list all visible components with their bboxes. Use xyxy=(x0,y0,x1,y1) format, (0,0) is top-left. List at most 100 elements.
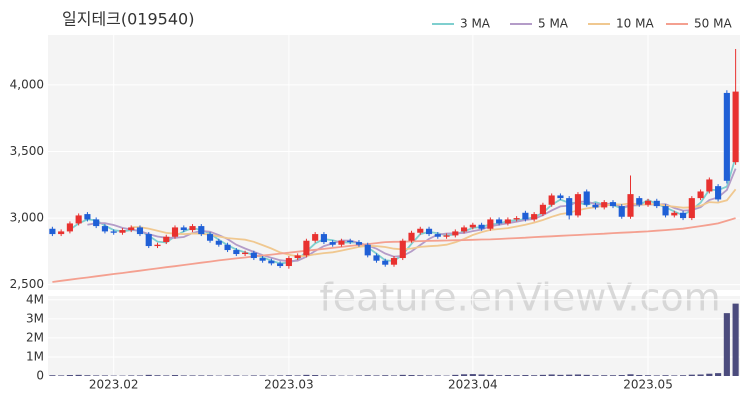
candle-body xyxy=(584,191,590,204)
volume-bar xyxy=(584,375,590,376)
candle-body xyxy=(198,226,204,234)
candle-body xyxy=(487,219,493,228)
price-panel xyxy=(48,35,740,290)
candle-body xyxy=(470,225,476,228)
volume-bar xyxy=(487,375,493,376)
candle-body xyxy=(137,227,143,234)
candle-body xyxy=(128,227,134,230)
volume-bar xyxy=(540,375,546,376)
x-tick-label: 2023.04 xyxy=(448,378,498,392)
volume-bar xyxy=(461,374,467,376)
volume-bar xyxy=(356,375,362,376)
candle-body xyxy=(610,202,616,206)
volume-bar xyxy=(557,375,563,376)
candle-body xyxy=(479,225,485,229)
volume-tick-label: 1M xyxy=(26,349,44,363)
volume-bar xyxy=(505,375,511,376)
volume-bar xyxy=(400,375,406,376)
volume-tick-label: 2M xyxy=(26,330,44,344)
volume-bar xyxy=(733,304,739,376)
volume-bar xyxy=(496,375,502,376)
candle-body xyxy=(260,258,266,261)
candle-body xyxy=(627,194,633,217)
volume-bar xyxy=(102,375,108,376)
volume-bar xyxy=(715,373,721,376)
volume-bar xyxy=(277,375,283,376)
candle-body xyxy=(698,191,704,198)
candle-body xyxy=(58,231,64,234)
legend-label: 50 MA xyxy=(694,17,732,31)
candle-body xyxy=(671,213,677,216)
candle-body xyxy=(549,195,555,204)
candle-body xyxy=(443,235,449,236)
volume-bar xyxy=(575,374,581,376)
candle-body xyxy=(391,258,397,265)
candle-body xyxy=(146,234,152,246)
candle-body xyxy=(242,253,248,254)
volume-bar xyxy=(417,375,423,376)
candle-body xyxy=(93,219,99,226)
candle-body xyxy=(417,229,423,233)
candle-body xyxy=(575,194,581,215)
volume-bar xyxy=(671,375,677,376)
x-tick-label: 2023.02 xyxy=(89,378,139,392)
volume-bar xyxy=(619,375,625,376)
candle-body xyxy=(277,263,283,266)
legend-label: 3 MA xyxy=(460,17,491,31)
candle-body xyxy=(286,258,292,266)
volume-bar xyxy=(654,375,660,376)
candle-body xyxy=(347,241,353,242)
candle-body xyxy=(356,242,362,245)
volume-bar xyxy=(391,375,397,376)
candle-body xyxy=(84,214,90,219)
volume-bar xyxy=(76,375,82,376)
candle-body xyxy=(207,234,213,241)
candle-body xyxy=(330,242,336,245)
candle-body xyxy=(321,234,327,242)
volume-tick-label: 0 xyxy=(36,369,44,383)
volume-bar xyxy=(549,374,555,376)
volume-bar xyxy=(207,375,213,376)
candle-body xyxy=(566,198,572,215)
candle-body xyxy=(338,241,344,245)
volume-tick-label: 4M xyxy=(26,292,44,306)
volume-bar xyxy=(514,375,520,376)
candle-body xyxy=(312,234,318,241)
volume-bar xyxy=(680,375,686,376)
x-tick-label: 2023.05 xyxy=(623,378,673,392)
candle-body xyxy=(295,255,301,258)
volume-bar xyxy=(435,375,441,376)
volume-bar xyxy=(181,375,187,376)
volume-bar xyxy=(295,375,301,376)
y-tick-label: 3,500 xyxy=(10,144,44,158)
volume-bar xyxy=(93,375,99,376)
candle-body xyxy=(365,245,371,256)
candle-body xyxy=(452,231,458,235)
candle-body xyxy=(733,92,739,163)
volume-tick-label: 3M xyxy=(26,311,44,325)
candle-body xyxy=(163,237,169,242)
volume-bar xyxy=(260,375,266,376)
candle-body xyxy=(373,255,379,260)
y-tick-label: 2,500 xyxy=(10,277,44,291)
x-tick-label: 2023.03 xyxy=(264,378,314,392)
candle-body xyxy=(461,227,467,231)
volume-bar xyxy=(49,375,55,376)
candle-body xyxy=(216,241,222,245)
volume-bar xyxy=(225,375,231,376)
candle-body xyxy=(689,198,695,218)
volume-bar xyxy=(189,375,195,376)
candle-body xyxy=(189,226,195,230)
legend-label: 10 MA xyxy=(616,17,654,31)
candle-body xyxy=(645,201,651,205)
candle-body xyxy=(557,195,563,198)
candle-body xyxy=(119,230,125,233)
volume-bar xyxy=(662,375,668,376)
volume-bar xyxy=(312,375,318,376)
volume-bar xyxy=(146,375,152,376)
volume-bar xyxy=(382,375,388,376)
candle-body xyxy=(636,198,642,205)
volume-bar xyxy=(172,375,178,376)
candle-body xyxy=(268,261,274,264)
